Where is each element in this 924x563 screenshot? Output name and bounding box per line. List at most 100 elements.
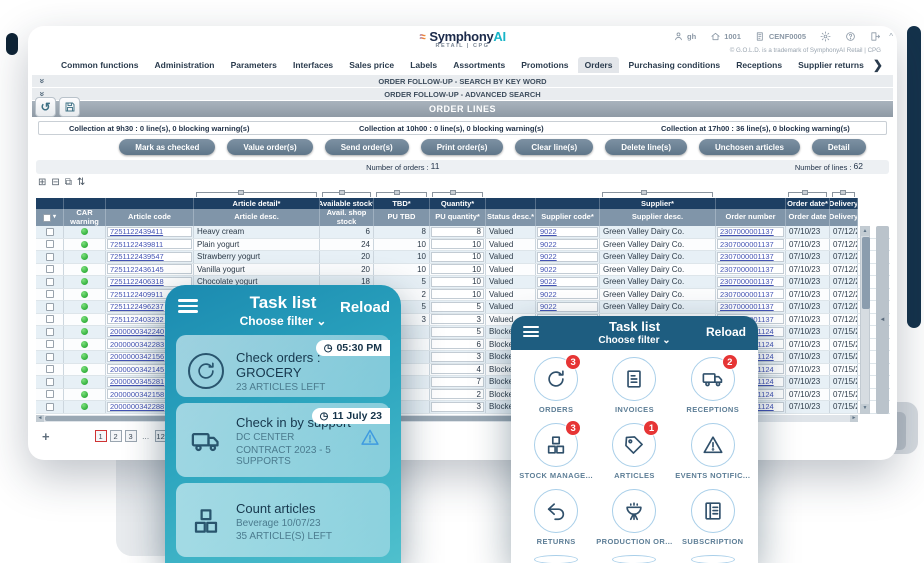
pu-quantity-input[interactable]: 3 bbox=[431, 351, 484, 362]
menu-overflow-icon[interactable]: ❯ bbox=[872, 58, 883, 72]
scroll-down-icon[interactable]: ▼ bbox=[861, 404, 869, 413]
print-order-s--button[interactable]: Print order(s) bbox=[420, 139, 504, 155]
phone1-filter-dropdown[interactable]: Choose filter ⌄ bbox=[239, 314, 327, 328]
row-checkbox[interactable] bbox=[45, 377, 54, 386]
search-keyword-bar[interactable]: » ORDER FOLLOW-UP - SEARCH BY KEY WORD bbox=[32, 75, 893, 87]
article-code-link[interactable]: 2000000342145 bbox=[110, 364, 165, 374]
phone1-reload-button[interactable]: Reload bbox=[339, 299, 390, 316]
pu-quantity-input[interactable]: 2 bbox=[431, 389, 484, 400]
row-checkbox[interactable] bbox=[45, 265, 54, 274]
pu-quantity-input[interactable]: 3 bbox=[431, 314, 484, 325]
order-number-link[interactable]: 2307000001137 bbox=[720, 264, 774, 274]
pu-quantity-input[interactable]: 5 bbox=[431, 301, 484, 312]
column-header-orddate[interactable]: Order date bbox=[786, 209, 830, 226]
menu-tile-returns[interactable]: RETURNS bbox=[517, 486, 595, 552]
task-card[interactable]: ◷ 11 July 23 Check in by support DC CENTER C… bbox=[176, 403, 390, 477]
row-checkbox[interactable] bbox=[45, 352, 54, 361]
pu-quantity-input[interactable]: 8 bbox=[431, 226, 484, 237]
clear-line-s--button[interactable]: Clear line(s) bbox=[515, 139, 594, 155]
column-header-code[interactable]: Article code bbox=[106, 209, 194, 226]
column-header-putbd[interactable]: PU TBD bbox=[374, 209, 430, 226]
menu-tile-articles[interactable]: 1 ARTICLES bbox=[595, 420, 673, 486]
phone2-reload-button[interactable]: Reload bbox=[705, 325, 746, 339]
topbar-help[interactable] bbox=[845, 31, 856, 42]
table-copy-icon[interactable]: ⧉ bbox=[64, 177, 72, 188]
row-checkbox[interactable] bbox=[45, 240, 54, 249]
article-code-link[interactable]: 7251122406318 bbox=[110, 277, 164, 287]
menu-item-common-functions[interactable]: Common functions bbox=[61, 60, 139, 70]
vertical-scrollbar[interactable]: ▲ ▼ bbox=[860, 226, 870, 414]
article-code-link[interactable]: 2000000342158 bbox=[110, 389, 165, 399]
article-code-link[interactable]: 7251122439411 bbox=[110, 227, 164, 237]
pu-quantity-input[interactable]: 10 bbox=[431, 276, 484, 287]
menu-tile-events-notific-[interactable]: EVENTS NOTIFIC... bbox=[674, 420, 752, 486]
menu-item-parameters[interactable]: Parameters bbox=[230, 60, 277, 70]
vertical-scroll-thumb[interactable] bbox=[862, 237, 870, 309]
group-bracket-pin-icon[interactable] bbox=[449, 190, 456, 195]
article-code-link[interactable]: 7251122439811 bbox=[110, 239, 164, 249]
table-sort-filter-icon[interactable]: ⇅ bbox=[76, 177, 86, 188]
pu-quantity-input[interactable]: 10 bbox=[431, 289, 484, 300]
save-button[interactable] bbox=[59, 97, 80, 117]
pu-quantity-input[interactable]: 4 bbox=[431, 364, 484, 375]
article-code-link[interactable]: 2000000342156 bbox=[110, 352, 165, 362]
group-bracket-pin-icon[interactable] bbox=[393, 190, 400, 195]
advanced-search-bar[interactable]: » ORDER FOLLOW-UP - ADVANCED SEARCH bbox=[32, 88, 893, 100]
table-expand-grid-icon[interactable]: ⊞ bbox=[38, 177, 47, 188]
menu-item-purchasing-conditions[interactable]: Purchasing conditions bbox=[628, 60, 721, 70]
menu-tile-invoices[interactable]: INVOICES bbox=[595, 354, 673, 420]
group-bracket-pin-icon[interactable] bbox=[840, 190, 847, 195]
row-checkbox[interactable] bbox=[45, 227, 54, 236]
column-header-stock[interactable]: Avail. shop stock bbox=[320, 209, 374, 226]
menu-item-orders[interactable]: Orders bbox=[577, 57, 620, 73]
supplier-code-link[interactable]: 9022 bbox=[540, 252, 557, 262]
menu-item-interfaces[interactable]: Interfaces bbox=[292, 60, 334, 70]
menu-hamburger-icon[interactable] bbox=[178, 299, 198, 316]
order-number-link[interactable]: 2307000001137 bbox=[720, 277, 774, 287]
column-header-desc[interactable]: Article desc. bbox=[194, 209, 320, 226]
page-button-1[interactable]: 1 bbox=[94, 430, 107, 442]
row-checkbox[interactable] bbox=[45, 302, 54, 311]
task-card[interactable]: Count articles Beverage 10/07/23 35 ARTICL… bbox=[176, 483, 390, 557]
group-bracket-pin-icon[interactable] bbox=[339, 190, 346, 195]
column-header-supcode[interactable]: Supplier code* bbox=[536, 209, 600, 226]
topbar-exit[interactable] bbox=[870, 31, 881, 42]
menu-hamburger-icon[interactable] bbox=[523, 326, 539, 340]
scroll-up-icon[interactable]: ▲ bbox=[861, 227, 869, 236]
topbar-gear[interactable] bbox=[820, 31, 831, 42]
column-header-status[interactable]: Status desc.* bbox=[486, 209, 536, 226]
table-collapse-grid-icon[interactable]: ⊟ bbox=[51, 177, 60, 188]
row-checkbox[interactable] bbox=[45, 402, 54, 411]
row-checkbox[interactable] bbox=[45, 327, 54, 336]
order-number-link[interactable]: 2307000001137 bbox=[720, 289, 774, 299]
unchosen-articles-button[interactable]: Unchosen articles bbox=[698, 139, 800, 155]
menu-item-labels[interactable]: Labels bbox=[410, 60, 438, 70]
pu-quantity-input[interactable]: 3 bbox=[431, 401, 484, 412]
pu-quantity-input[interactable]: 10 bbox=[431, 239, 484, 250]
menu-item-sales-price[interactable]: Sales price bbox=[349, 60, 395, 70]
page-button-2[interactable]: 2 bbox=[109, 430, 122, 442]
article-code-link[interactable]: 2000000345281 bbox=[110, 377, 165, 387]
pu-quantity-input[interactable]: 6 bbox=[431, 339, 484, 350]
task-card[interactable]: ◷ 05:30 PM Check orders : GROCERY 23 ARTICL… bbox=[176, 335, 390, 397]
detail-button[interactable]: Detail bbox=[811, 139, 866, 155]
column-header-puqty[interactable]: PU quantity* bbox=[430, 209, 486, 226]
menu-tile-orders[interactable]: 3 ORDERS bbox=[517, 354, 595, 420]
row-checkbox[interactable] bbox=[45, 290, 54, 299]
article-code-link[interactable]: 2000000342240 bbox=[110, 327, 165, 337]
supplier-code-link[interactable]: 9022 bbox=[540, 289, 557, 299]
article-code-link[interactable]: 7251122496237 bbox=[110, 302, 164, 312]
article-code-link[interactable]: 2000000342283 bbox=[110, 339, 165, 349]
row-checkbox[interactable] bbox=[45, 340, 54, 349]
order-number-link[interactable]: 2307000001137 bbox=[720, 252, 774, 262]
phone2-filter-dropdown[interactable]: Choose filter ⌄ bbox=[598, 335, 671, 346]
page-button-3[interactable]: 3 bbox=[124, 430, 137, 442]
supplier-code-link[interactable]: 9022 bbox=[540, 239, 557, 249]
article-code-link[interactable]: 7251122403232 bbox=[110, 314, 164, 324]
pu-quantity-input[interactable]: 5 bbox=[431, 326, 484, 337]
menu-item-administration[interactable]: Administration bbox=[154, 60, 215, 70]
column-header-deliv[interactable]: Delivery bbox=[830, 209, 858, 226]
column-header-car[interactable]: CAR warning bbox=[64, 209, 106, 226]
scroll-left-icon[interactable]: ◄ bbox=[36, 414, 44, 422]
send-order-s--button[interactable]: Send order(s) bbox=[324, 139, 409, 155]
